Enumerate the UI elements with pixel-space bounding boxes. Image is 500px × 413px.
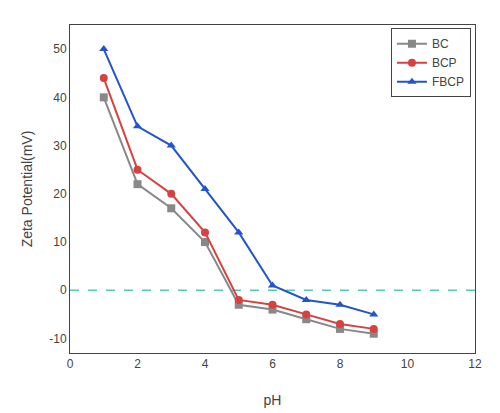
svg-text:6: 6 <box>269 357 276 371</box>
svg-text:FBCP: FBCP <box>432 75 464 89</box>
svg-text:12: 12 <box>468 357 482 371</box>
svg-text:10: 10 <box>53 235 67 249</box>
svg-text:0: 0 <box>67 357 74 371</box>
svg-text:30: 30 <box>53 139 67 153</box>
svg-text:BC: BC <box>432 37 449 51</box>
svg-text:0: 0 <box>60 283 67 297</box>
svg-text:Zeta Potential(mV): Zeta Potential(mV) <box>19 131 35 248</box>
svg-text:8: 8 <box>337 357 344 371</box>
svg-text:10: 10 <box>401 357 415 371</box>
svg-text:20: 20 <box>53 187 67 201</box>
svg-text:50: 50 <box>53 42 67 56</box>
svg-text:BCP: BCP <box>432 56 457 70</box>
svg-text:2: 2 <box>134 357 141 371</box>
svg-text:40: 40 <box>53 91 67 105</box>
svg-text:4: 4 <box>202 357 209 371</box>
svg-text:pH: pH <box>264 392 282 408</box>
svg-text:-10: -10 <box>49 332 67 346</box>
